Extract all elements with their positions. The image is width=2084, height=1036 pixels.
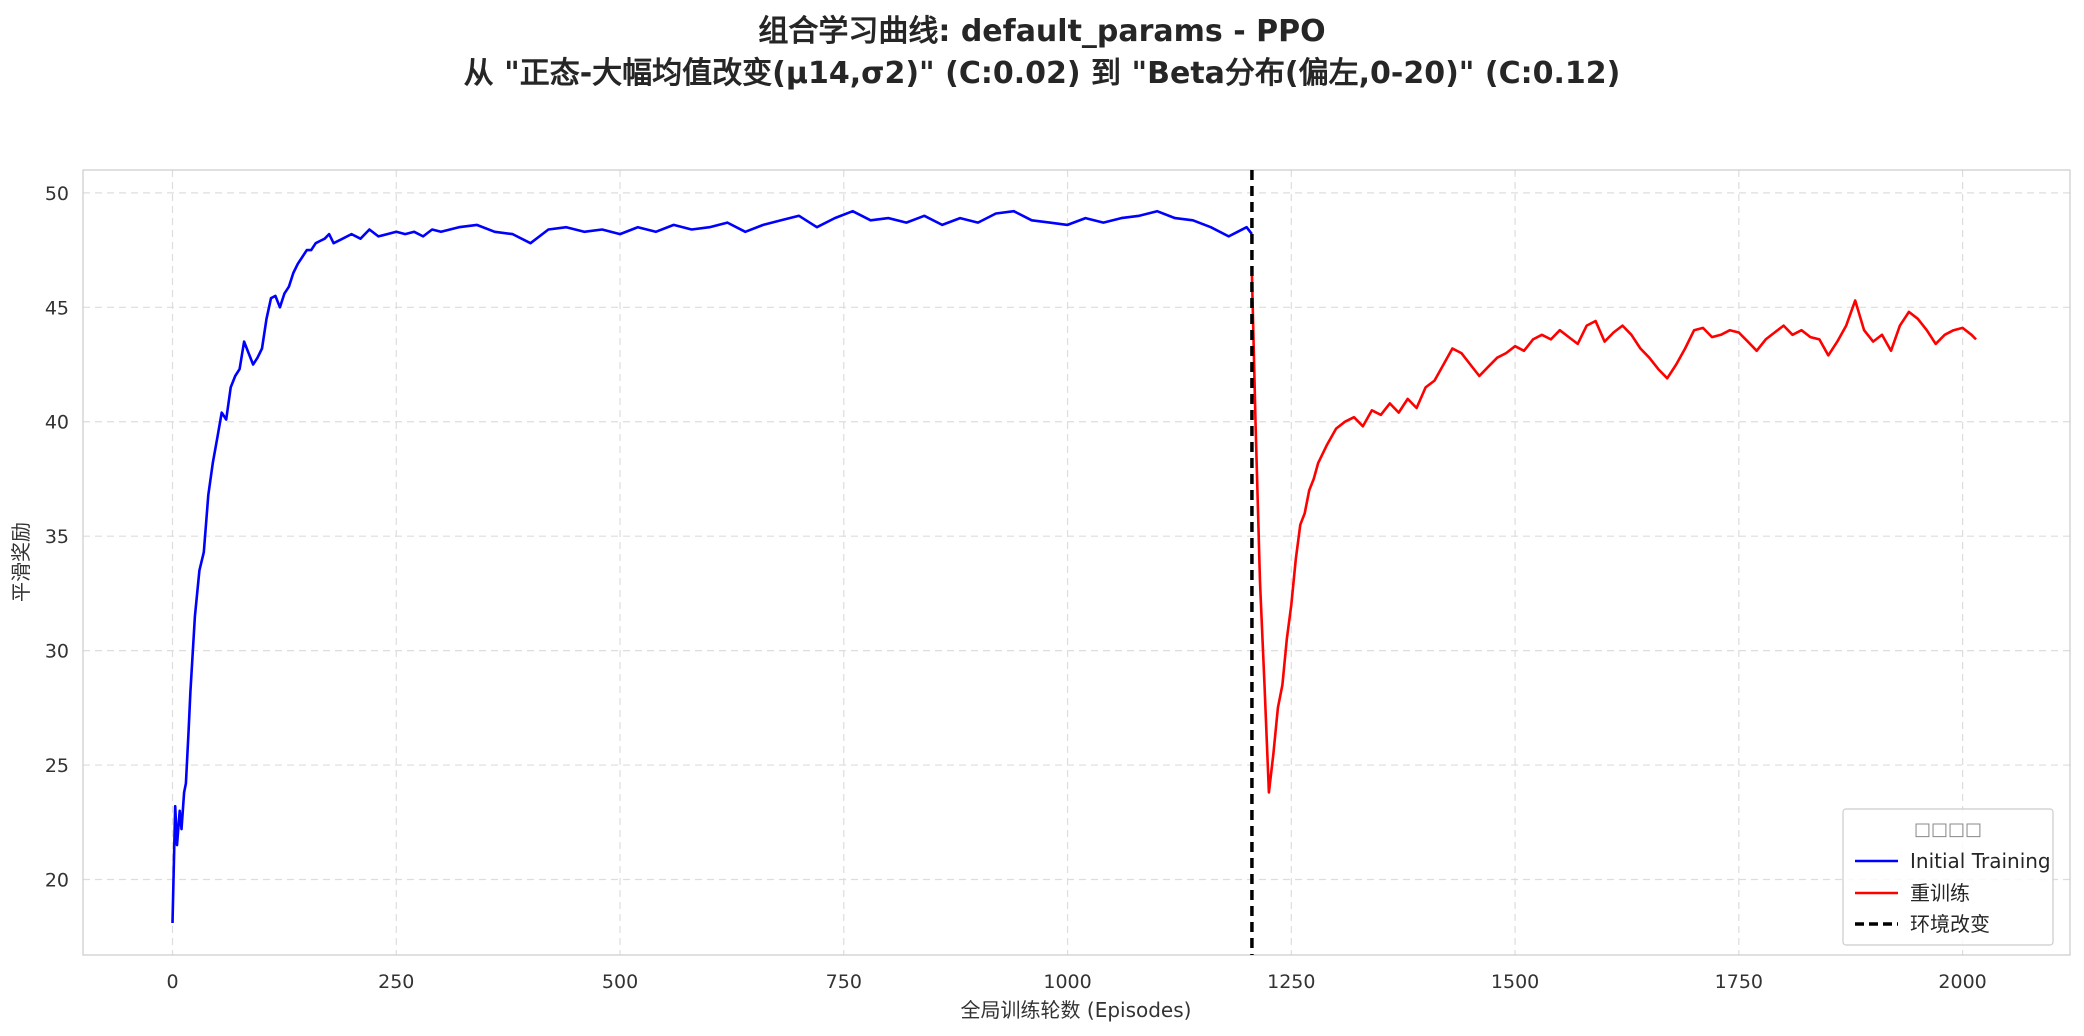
legend: □□□□ Initial Training 重训练 环境改变 [1842,808,2054,946]
x-tick-label: 2000 [1938,971,1986,993]
y-tick-label: 50 [45,183,69,205]
series-line-initial-training [171,209,1253,924]
x-tick-label: 500 [602,971,638,993]
chart-title-line1: 组合学习曲线: default_params - PPO [758,14,1325,49]
y-tick-label: 25 [45,755,69,777]
grid-lines [83,170,2070,955]
legend-label-initial-training: Initial Training [1910,849,2051,873]
x-tick-label: 1750 [1715,971,1763,993]
legend-box [1842,808,2054,946]
x-tick-label: 1000 [1043,971,1091,993]
series-line-retraining [1250,272,1977,794]
x-tick-label: 1500 [1491,971,1539,993]
x-tick-label: 250 [378,971,414,993]
y-axis-label: 平滑奖励 [9,522,33,602]
x-tick-label: 0 [166,971,178,993]
y-tick-label: 20 [45,869,69,891]
x-axis-label: 全局训练轮数 (Episodes) [961,998,1192,1022]
series-layer [171,170,1977,955]
legend-title: □□□□ [1914,819,1982,840]
x-tick-label: 750 [826,971,862,993]
x-tick-label: 1250 [1267,971,1315,993]
y-tick-label: 40 [45,412,69,434]
y-tick-label: 45 [45,297,69,319]
chart-title-line2: 从 "正态-大幅均值改变(μ14,σ2)" (C:0.02) 到 "Beta分布… [464,56,1621,91]
legend-label-env-change: 环境改变 [1910,912,1990,936]
y-tick-label: 30 [45,641,69,663]
y-tick-label: 35 [45,526,69,548]
y-tick-labels: 20 25 30 35 40 45 50 [45,183,69,892]
legend-label-retraining: 重训练 [1910,881,1970,905]
plot-frame [82,169,2071,956]
x-tick-labels: 0 250 500 750 1000 1250 1500 1750 2000 [166,971,1986,993]
